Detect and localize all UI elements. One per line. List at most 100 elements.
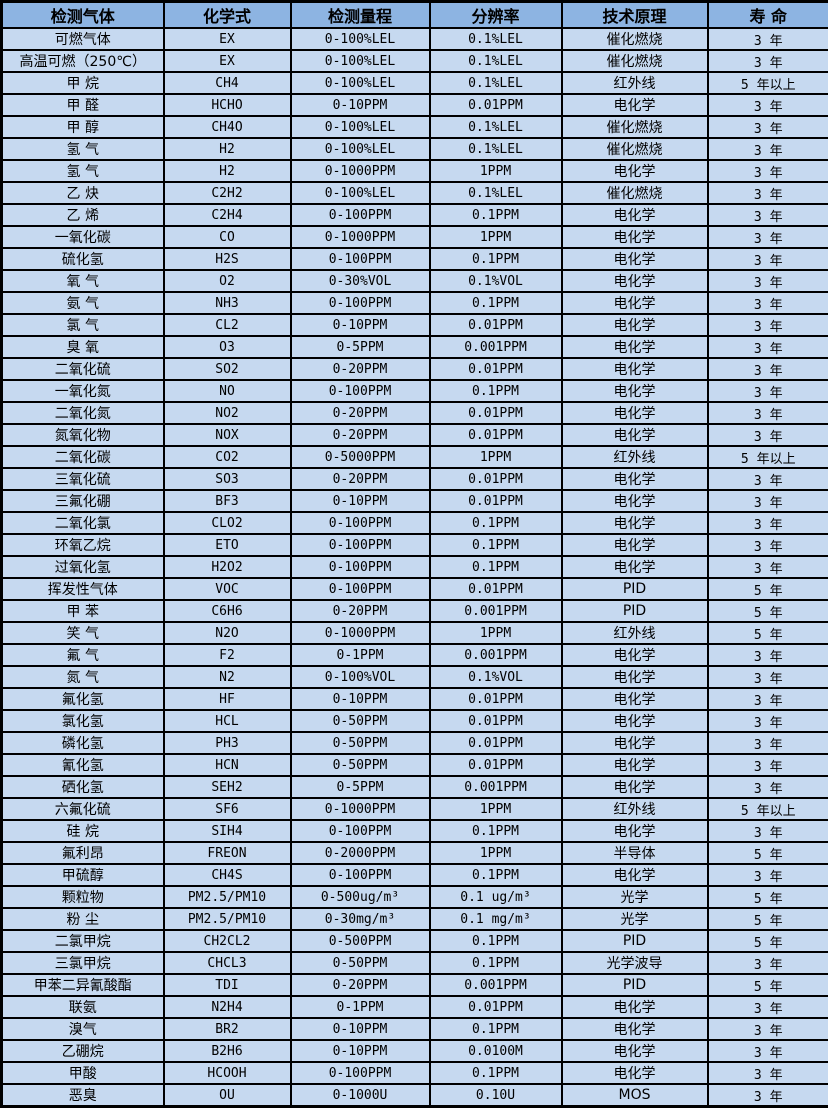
cell: 0.1%LEL <box>430 28 562 50</box>
cell: BF3 <box>164 490 291 512</box>
cell: 0-5000PPM <box>291 446 430 468</box>
cell: 一氧化氮 <box>2 380 164 402</box>
cell: 3 年 <box>708 820 828 842</box>
cell: 3 年 <box>708 1062 828 1084</box>
cell: 0.01PPM <box>430 732 562 754</box>
cell: 3 年 <box>708 248 828 270</box>
cell: CHCL3 <box>164 952 291 974</box>
cell: 0-100%LEL <box>291 28 430 50</box>
cell: 电化学 <box>562 248 708 270</box>
cell: MOS <box>562 1084 708 1107</box>
cell: 甲 烷 <box>2 72 164 94</box>
cell: 3 年 <box>708 28 828 50</box>
cell: 0-100PPM <box>291 864 430 886</box>
cell: 0.1PPM <box>430 1062 562 1084</box>
cell: 电化学 <box>562 666 708 688</box>
cell: 硒化氢 <box>2 776 164 798</box>
cell: 3 年 <box>708 754 828 776</box>
cell: 一氧化碳 <box>2 226 164 248</box>
cell: 电化学 <box>562 996 708 1018</box>
cell: 乙硼烷 <box>2 1040 164 1062</box>
cell: 可燃气体 <box>2 28 164 50</box>
cell: 甲酸 <box>2 1062 164 1084</box>
cell: 0-1000PPM <box>291 622 430 644</box>
cell: 0-100%LEL <box>291 138 430 160</box>
cell: 0.1PPM <box>430 512 562 534</box>
cell: 溴气 <box>2 1018 164 1040</box>
cell: 0.1PPM <box>430 248 562 270</box>
header-row: 检测气体化学式检测量程分辨率技术原理寿 命 <box>2 2 828 29</box>
cell: 5 年以上 <box>708 72 828 94</box>
cell: NH3 <box>164 292 291 314</box>
cell: CH2CL2 <box>164 930 291 952</box>
cell: O2 <box>164 270 291 292</box>
cell: 光学波导 <box>562 952 708 974</box>
cell: 0.001PPM <box>430 644 562 666</box>
cell: 电化学 <box>562 864 708 886</box>
cell: 0.1PPM <box>430 204 562 226</box>
cell: 氮氧化物 <box>2 424 164 446</box>
cell: 氰化氢 <box>2 754 164 776</box>
cell: 0-500ug/m³ <box>291 886 430 908</box>
cell: 0-1000PPM <box>291 226 430 248</box>
cell: 0-20PPM <box>291 974 430 996</box>
cell: 0.1PPM <box>430 952 562 974</box>
cell: 0-100PPM <box>291 204 430 226</box>
cell: 0.01PPM <box>430 402 562 424</box>
cell: 0-1000PPM <box>291 798 430 820</box>
cell: VOC <box>164 578 291 600</box>
cell: 3 年 <box>708 644 828 666</box>
cell: 0-20PPM <box>291 600 430 622</box>
cell: 0-20PPM <box>291 358 430 380</box>
cell: 0.01PPM <box>430 358 562 380</box>
cell: 电化学 <box>562 226 708 248</box>
cell: 催化燃烧 <box>562 138 708 160</box>
cell: HCN <box>164 754 291 776</box>
cell: 催化燃烧 <box>562 50 708 72</box>
cell: EX <box>164 28 291 50</box>
cell: 0-1000U <box>291 1084 430 1107</box>
cell: 3 年 <box>708 1040 828 1062</box>
cell: 0.01PPM <box>430 688 562 710</box>
cell: 0.01PPM <box>430 754 562 776</box>
cell: 氮 气 <box>2 666 164 688</box>
cell: 0.01PPM <box>430 490 562 512</box>
cell: 电化学 <box>562 776 708 798</box>
cell: 0.1%LEL <box>430 182 562 204</box>
cell: 甲 醛 <box>2 94 164 116</box>
cell: 电化学 <box>562 512 708 534</box>
cell: 催化燃烧 <box>562 182 708 204</box>
cell: 3 年 <box>708 1084 828 1107</box>
cell: 氢 气 <box>2 138 164 160</box>
cell: 甲 醇 <box>2 116 164 138</box>
cell: 0.001PPM <box>430 336 562 358</box>
cell: 3 年 <box>708 336 828 358</box>
cell: SO3 <box>164 468 291 490</box>
cell: 乙 烯 <box>2 204 164 226</box>
cell: 0-1000PPM <box>291 160 430 182</box>
cell: 0-100%LEL <box>291 116 430 138</box>
cell: 电化学 <box>562 424 708 446</box>
cell: 甲 苯 <box>2 600 164 622</box>
cell: 0-10PPM <box>291 1040 430 1062</box>
cell: 0-10PPM <box>291 1018 430 1040</box>
cell: 0.1PPM <box>430 380 562 402</box>
cell: 二氧化硫 <box>2 358 164 380</box>
cell: 0.01PPM <box>430 710 562 732</box>
cell: 电化学 <box>562 336 708 358</box>
cell: 3 年 <box>708 292 828 314</box>
cell: 硅 烷 <box>2 820 164 842</box>
